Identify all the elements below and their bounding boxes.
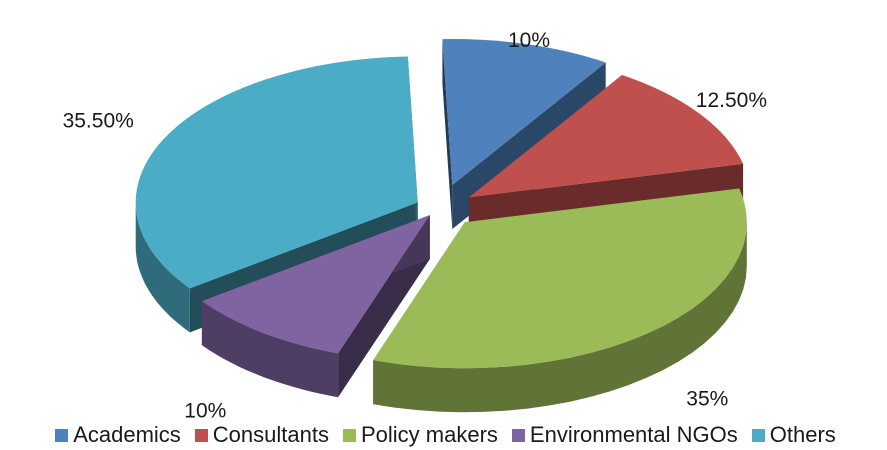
legend-item-environmental-ngos: Environmental NGOs — [511, 422, 738, 448]
legend-item-consultants: Consultants — [194, 422, 329, 448]
legend-label-academics: Academics — [73, 422, 181, 447]
slice-top — [468, 75, 744, 198]
data-label-academics: 10% — [508, 29, 550, 52]
slice-top — [442, 39, 606, 186]
data-label-policy-makers: 35% — [686, 388, 728, 411]
slice-side — [373, 222, 747, 413]
data-label-environmental-ngos: 10% — [184, 400, 226, 420]
legend-swatch-academics — [55, 428, 69, 442]
legend-swatch-policy-makers — [342, 428, 356, 442]
pie-plot-area: 10% 12.50% 35% 10% 35.50% — [63, 29, 767, 420]
slice-top — [135, 56, 418, 289]
slice-top — [373, 188, 747, 369]
legend-item-policy-makers: Policy makers — [342, 422, 498, 448]
slice-side — [135, 202, 190, 333]
legend-item-academics: Academics — [55, 422, 181, 448]
pie-slice-environmental-ngos — [201, 215, 430, 398]
chart-legend: Academics Consultants Policy makers Envi… — [8, 420, 883, 450]
legend-swatch-consultants — [194, 428, 208, 442]
legend-swatch-environmental-ngos — [511, 428, 525, 442]
slice-side — [201, 301, 339, 398]
legend-label-others: Others — [769, 422, 836, 447]
legend-item-others: Others — [751, 422, 836, 448]
slice-wall-start — [442, 39, 453, 229]
legend-label-policy-makers: Policy makers — [360, 422, 498, 447]
data-label-others: 35.50% — [63, 109, 134, 132]
legend-swatch-others — [751, 428, 765, 442]
data-label-consultants: 12.50% — [696, 89, 767, 112]
slice-top — [201, 215, 430, 354]
pie-slice-policy-makers — [373, 188, 747, 413]
legend-label-consultants: Consultants — [212, 422, 329, 447]
legend-label-environmental-ngos: Environmental NGOs — [529, 422, 738, 447]
